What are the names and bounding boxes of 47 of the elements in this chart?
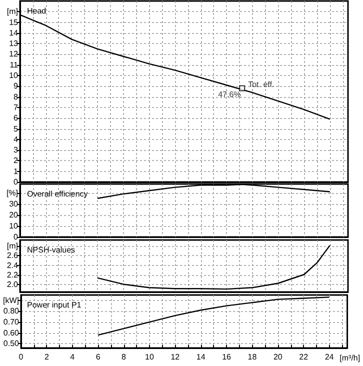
text: Power input P1 <box>27 300 82 310</box>
text: Head <box>27 6 46 16</box>
annotation: 47.6% <box>218 90 241 99</box>
y-tick-label: 2.4 <box>6 260 19 270</box>
y-tick-label: 30 <box>9 199 19 208</box>
y-tick-label: 4 <box>14 134 19 144</box>
x-tick-label: 20 <box>273 352 283 362</box>
y-tick-label: 14 <box>9 28 19 38</box>
x-tick-label: 24 <box>324 352 334 362</box>
y-tick-label: 2.6 <box>6 251 19 260</box>
text: NPSH-values <box>27 246 76 254</box>
y-tick-label: 10 <box>9 221 19 230</box>
text: Overall efficiency <box>27 190 88 198</box>
annotation: Tot. eff. <box>248 80 274 89</box>
y-tick-label: 15 <box>9 18 19 27</box>
y-tick-label: [kW] <box>2 296 19 305</box>
x-tick-label: 8 <box>122 352 127 362</box>
x-tick-label: 12 <box>170 352 180 362</box>
y-tick-label: [%] <box>6 188 18 198</box>
line-series <box>97 296 330 336</box>
y-tick-label: 1 <box>14 166 19 176</box>
x-tick-label: 18 <box>248 352 258 362</box>
x-tick-label: 16 <box>222 352 232 362</box>
x-axis-title: [m³/h] <box>340 354 360 362</box>
y-tick-label: 11 <box>10 60 19 70</box>
y-tick-label: 8 <box>14 92 19 102</box>
y-tick-label: 20 <box>9 210 19 220</box>
y-tick-label: 2 <box>14 156 19 166</box>
y-tick-label: 7 <box>14 102 19 112</box>
x-tick-label: 2 <box>44 352 50 362</box>
y-tick-label: 0.50 <box>3 339 20 348</box>
y-tick-label: 0.80 <box>3 306 20 316</box>
y-tick-label: 2.2 <box>6 270 19 280</box>
y-tick-label: 13 <box>9 39 19 48</box>
x-tick-label: 22 <box>299 352 309 362</box>
y-tick-label: 12 <box>9 50 19 59</box>
y-tick-label: 0.70 <box>3 318 20 327</box>
x-tick-label: 14 <box>196 352 206 362</box>
y-tick-label: 0.60 <box>3 328 20 338</box>
x-tick-label: 6 <box>96 352 101 362</box>
y-tick-label: 2.0 <box>6 280 19 290</box>
x-tick-label: 10 <box>145 352 154 362</box>
y-tick-label: [m] <box>6 7 18 16</box>
y-tick-label: [m] <box>6 241 18 250</box>
y-tick-label: 10 <box>9 71 19 80</box>
x-tick-label: 4 <box>70 352 76 362</box>
line-series <box>96 244 331 290</box>
